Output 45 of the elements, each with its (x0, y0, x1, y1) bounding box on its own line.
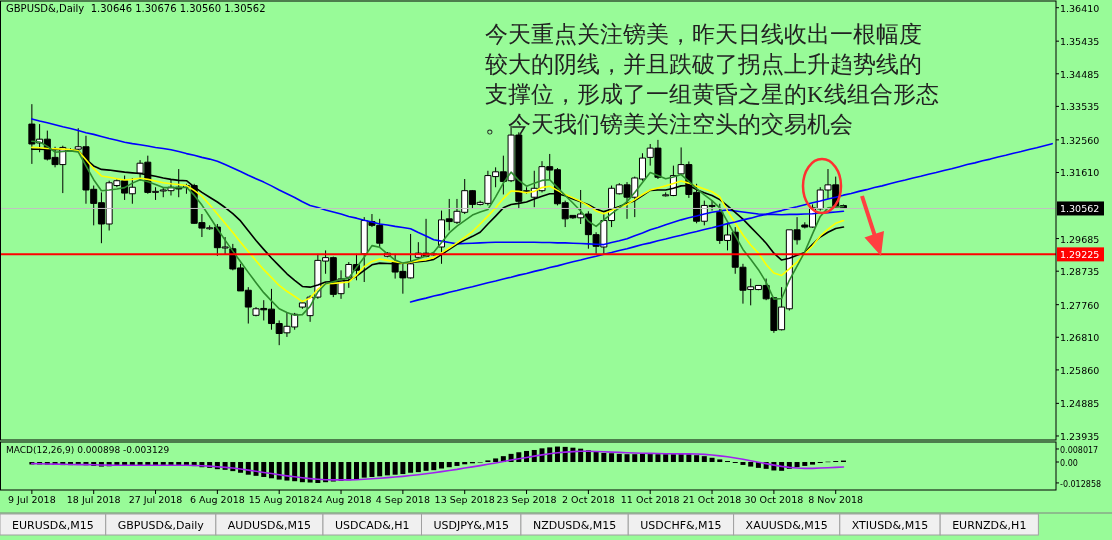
chart-title: GBPUSD&,Daily 1.30646 1.30676 1.30560 1.30562 (6, 3, 266, 14)
y-tick-label: 1.28735 (1060, 266, 1100, 278)
y-tick-label: 1.34485 (1060, 68, 1100, 80)
text: XTIUSD&,M15 (851, 519, 929, 532)
y-tick-label: 1.23935 (1060, 430, 1100, 442)
text: USDCAD&,H1 (334, 519, 410, 532)
chart-title: MACD(12,26,9) 0.000898 -0.003129 (6, 445, 170, 455)
text: XAUUSD&,M15 (745, 519, 828, 532)
y-tick-label: 1.24885 (1060, 398, 1100, 410)
x-tick-label: 27 Jul 2018 (128, 494, 183, 505)
x-tick-label: 30 Oct 2018 (744, 494, 804, 505)
y-tick-label: 0.00 (1060, 459, 1078, 469)
x-tick-label: 6 Aug 2018 (189, 494, 245, 505)
x-tick-label: 2 Oct 2018 (562, 494, 615, 505)
y-tick-label: 1.26810 (1060, 332, 1100, 344)
y-tick-label: 1.36410 (1060, 2, 1100, 14)
annotation: 今天重点关注镑美，昨天日线收出一根幅度较大的阴线，并且跌破了拐点上升趋势线的支撑位，形成了一组黄昏之星的K线组合形态。今天我们镑美关注空头的交易机会 (485, 22, 939, 137)
x-tick-label: 23 Sep 2018 (496, 494, 557, 505)
x-tick-label: 18 Jul 2018 (66, 494, 121, 505)
x-tick-label: 4 Sep 2018 (375, 494, 430, 505)
y-tick-label: 0.008017 (1060, 445, 1099, 455)
text: NZDUSD&,M15 (532, 519, 617, 532)
x-tick-label: 24 Aug 2018 (310, 494, 372, 505)
y-tick-label: 1.31610 (1060, 167, 1100, 179)
ref-line-label: 1.29225 (1060, 249, 1100, 261)
text: USDJPY&,M15 (433, 519, 509, 532)
x-tick-label: 15 Aug 2018 (248, 494, 310, 505)
y-tick-label: 1.33535 (1060, 101, 1100, 113)
y-tick-label: -0.012858 (1060, 479, 1102, 489)
x-tick-label: 9 Jul 2018 (8, 494, 56, 505)
x-tick-label: 21 Oct 2018 (682, 494, 742, 505)
x-tick-label: 11 Oct 2018 (620, 494, 680, 505)
y-tick-label: 1.35435 (1060, 36, 1100, 48)
y-tick-label: 1.27760 (1060, 299, 1100, 311)
x-tick-label: 8 Nov 2018 (808, 494, 864, 505)
text: GBPUSD&,Daily (117, 519, 205, 532)
text: USDCHF&,M15 (640, 519, 722, 532)
text: AUDUSD&,M15 (227, 519, 311, 532)
ref-line-label: 1.30562 (1060, 203, 1100, 215)
y-tick-label: 1.32560 (1060, 134, 1100, 146)
x-tick-label: 13 Sep 2018 (434, 494, 495, 505)
y-tick-label: 1.29685 (1060, 233, 1100, 245)
text: EURUSD&,M15 (12, 519, 94, 532)
y-tick-label: 1.25860 (1060, 364, 1100, 376)
text: EURNZD&,H1 (952, 519, 1027, 532)
